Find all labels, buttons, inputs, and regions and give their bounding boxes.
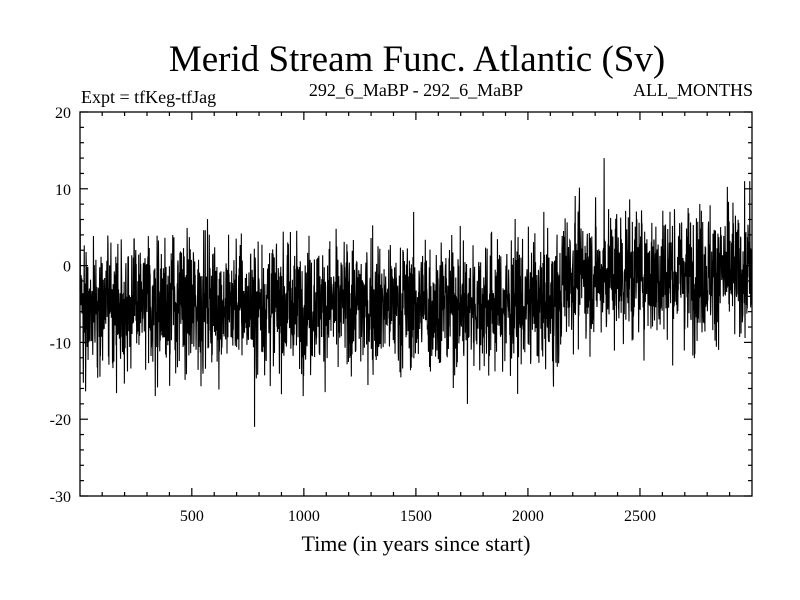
months-label: ALL_MONTHS [633, 80, 753, 100]
plot-area [79, 158, 753, 427]
series-line [79, 158, 753, 427]
x-axis-label: Time (in years since start) [302, 531, 531, 556]
y-tick-label: 20 [55, 105, 71, 122]
period-label: 292_6_MaBP - 292_6_MaBP [309, 80, 523, 100]
y-tick-label: 0 [63, 259, 71, 276]
x-axis: 500 1000 1500 2000 2500 [101, 112, 731, 525]
x-tick-label: 2500 [624, 508, 656, 525]
y-axis: -30 -20 -10 0 10 20 [50, 105, 752, 506]
x-tick-label: 1500 [400, 508, 432, 525]
x-tick-label: 1000 [288, 508, 320, 525]
experiment-label: Expt = tfKeg-tfJag [81, 87, 216, 107]
y-tick-label: -30 [50, 489, 71, 506]
y-tick-label: -20 [50, 412, 71, 429]
chart-title: Merid Stream Func. Atlantic (Sv) [169, 39, 665, 80]
y-tick-label: -10 [50, 335, 71, 352]
x-tick-label: 500 [180, 508, 204, 525]
y-tick-label: 10 [55, 182, 71, 199]
x-tick-label: 2000 [512, 508, 544, 525]
